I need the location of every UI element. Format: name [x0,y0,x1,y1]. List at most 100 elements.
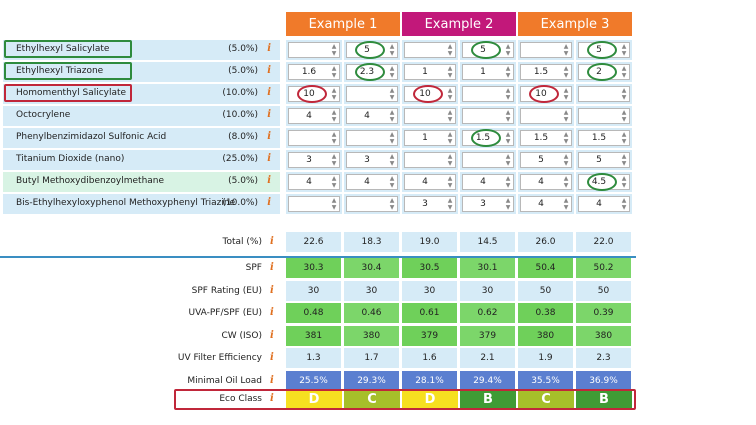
spinner-down-icon[interactable]: ▼ [389,72,395,79]
spinner-arrows-icon[interactable]: ▲ ▼ [388,175,396,189]
spinner-down-icon[interactable]: ▼ [331,94,337,101]
amount-input[interactable]: 4 ▲ ▼ [520,174,572,190]
amount-input[interactable]: 4 ▲ ▼ [462,174,514,190]
spinner-down-icon[interactable]: ▼ [389,182,395,189]
spinner-arrows-icon[interactable]: ▲ ▼ [330,87,338,101]
spinner-up-icon[interactable]: ▲ [505,109,511,116]
spinner-up-icon[interactable]: ▲ [447,175,453,182]
spinner-arrows-icon[interactable]: ▲ ▼ [562,153,570,167]
spinner-arrows-icon[interactable]: ▲ ▼ [562,109,570,123]
spinner-up-icon[interactable]: ▲ [621,197,627,204]
spinner-up-icon[interactable]: ▲ [389,131,395,138]
spinner-arrows-icon[interactable]: ▲ ▼ [330,197,338,211]
amount-input[interactable]: ▲ ▼ [520,42,572,58]
spinner-up-icon[interactable]: ▲ [331,109,337,116]
spinner-up-icon[interactable]: ▲ [563,131,569,138]
spinner-arrows-icon[interactable]: ▲ ▼ [620,65,628,79]
amount-input[interactable]: ▲ ▼ [578,108,630,124]
amount-input[interactable]: 3 ▲ ▼ [404,196,456,212]
info-icon[interactable]: i [270,393,274,404]
spinner-down-icon[interactable]: ▼ [389,160,395,167]
spinner-down-icon[interactable]: ▼ [563,50,569,57]
spinner-arrows-icon[interactable]: ▲ ▼ [388,43,396,57]
example-tab-2[interactable]: Example 2 [402,12,516,36]
amount-input[interactable]: ▲ ▼ [404,42,456,58]
spinner-down-icon[interactable]: ▼ [331,116,337,123]
spinner-arrows-icon[interactable]: ▲ ▼ [330,153,338,167]
spinner-down-icon[interactable]: ▼ [621,182,627,189]
info-icon[interactable]: i [267,175,271,186]
amount-input[interactable]: ▲ ▼ [578,86,630,102]
info-icon[interactable]: i [270,352,274,363]
spinner-down-icon[interactable]: ▼ [331,204,337,211]
amount-input[interactable]: ▲ ▼ [404,152,456,168]
amount-input[interactable]: ▲ ▼ [462,108,514,124]
spinner-down-icon[interactable]: ▼ [447,50,453,57]
spinner-down-icon[interactable]: ▼ [389,50,395,57]
spinner-arrows-icon[interactable]: ▲ ▼ [504,153,512,167]
amount-input[interactable]: 4 ▲ ▼ [288,108,340,124]
spinner-arrows-icon[interactable]: ▲ ▼ [504,65,512,79]
info-icon[interactable]: i [270,330,274,341]
spinner-down-icon[interactable]: ▼ [563,72,569,79]
spinner-up-icon[interactable]: ▲ [447,109,453,116]
amount-input[interactable]: 3 ▲ ▼ [346,152,398,168]
amount-input[interactable]: ▲ ▼ [346,196,398,212]
example-tab-1[interactable]: Example 1 [286,12,400,36]
spinner-up-icon[interactable]: ▲ [331,87,337,94]
spinner-down-icon[interactable]: ▼ [389,116,395,123]
spinner-arrows-icon[interactable]: ▲ ▼ [388,65,396,79]
amount-input[interactable]: ▲ ▼ [288,196,340,212]
spinner-up-icon[interactable]: ▲ [621,131,627,138]
spinner-up-icon[interactable]: ▲ [447,153,453,160]
info-icon[interactable]: i [270,307,274,318]
info-icon[interactable]: i [270,375,274,386]
spinner-up-icon[interactable]: ▲ [389,109,395,116]
spinner-up-icon[interactable]: ▲ [389,197,395,204]
spinner-arrows-icon[interactable]: ▲ ▼ [562,43,570,57]
amount-input[interactable]: 1 ▲ ▼ [462,64,514,80]
spinner-arrows-icon[interactable]: ▲ ▼ [446,197,454,211]
spinner-down-icon[interactable]: ▼ [331,160,337,167]
spinner-arrows-icon[interactable]: ▲ ▼ [562,65,570,79]
spinner-arrows-icon[interactable]: ▲ ▼ [446,65,454,79]
info-icon[interactable]: i [267,65,271,76]
spinner-down-icon[interactable]: ▼ [505,72,511,79]
spinner-arrows-icon[interactable]: ▲ ▼ [620,109,628,123]
spinner-arrows-icon[interactable]: ▲ ▼ [388,153,396,167]
spinner-up-icon[interactable]: ▲ [505,153,511,160]
spinner-down-icon[interactable]: ▼ [447,182,453,189]
amount-input[interactable]: 4 ▲ ▼ [346,108,398,124]
spinner-arrows-icon[interactable]: ▲ ▼ [504,87,512,101]
spinner-down-icon[interactable]: ▼ [505,94,511,101]
spinner-down-icon[interactable]: ▼ [331,72,337,79]
spinner-arrows-icon[interactable]: ▲ ▼ [388,109,396,123]
spinner-down-icon[interactable]: ▼ [447,138,453,145]
spinner-arrows-icon[interactable]: ▲ ▼ [446,175,454,189]
spinner-arrows-icon[interactable]: ▲ ▼ [620,87,628,101]
spinner-up-icon[interactable]: ▲ [505,131,511,138]
amount-input[interactable]: ▲ ▼ [462,152,514,168]
spinner-down-icon[interactable]: ▼ [621,72,627,79]
amount-input[interactable]: 1.5 ▲ ▼ [520,64,572,80]
spinner-arrows-icon[interactable]: ▲ ▼ [388,87,396,101]
info-icon[interactable]: i [270,285,274,296]
amount-input[interactable]: ▲ ▼ [288,130,340,146]
amount-input[interactable]: ▲ ▼ [520,108,572,124]
amount-input[interactable]: ▲ ▼ [404,108,456,124]
spinner-up-icon[interactable]: ▲ [563,65,569,72]
spinner-down-icon[interactable]: ▼ [447,204,453,211]
spinner-up-icon[interactable]: ▲ [447,197,453,204]
spinner-arrows-icon[interactable]: ▲ ▼ [330,109,338,123]
spinner-arrows-icon[interactable]: ▲ ▼ [620,175,628,189]
amount-input[interactable]: ▲ ▼ [346,130,398,146]
spinner-down-icon[interactable]: ▼ [331,50,337,57]
info-icon[interactable]: i [267,131,271,142]
spinner-arrows-icon[interactable]: ▲ ▼ [562,175,570,189]
spinner-down-icon[interactable]: ▼ [505,182,511,189]
amount-input[interactable]: 4 ▲ ▼ [346,174,398,190]
spinner-down-icon[interactable]: ▼ [447,116,453,123]
spinner-down-icon[interactable]: ▼ [389,204,395,211]
spinner-up-icon[interactable]: ▲ [447,87,453,94]
spinner-down-icon[interactable]: ▼ [505,50,511,57]
